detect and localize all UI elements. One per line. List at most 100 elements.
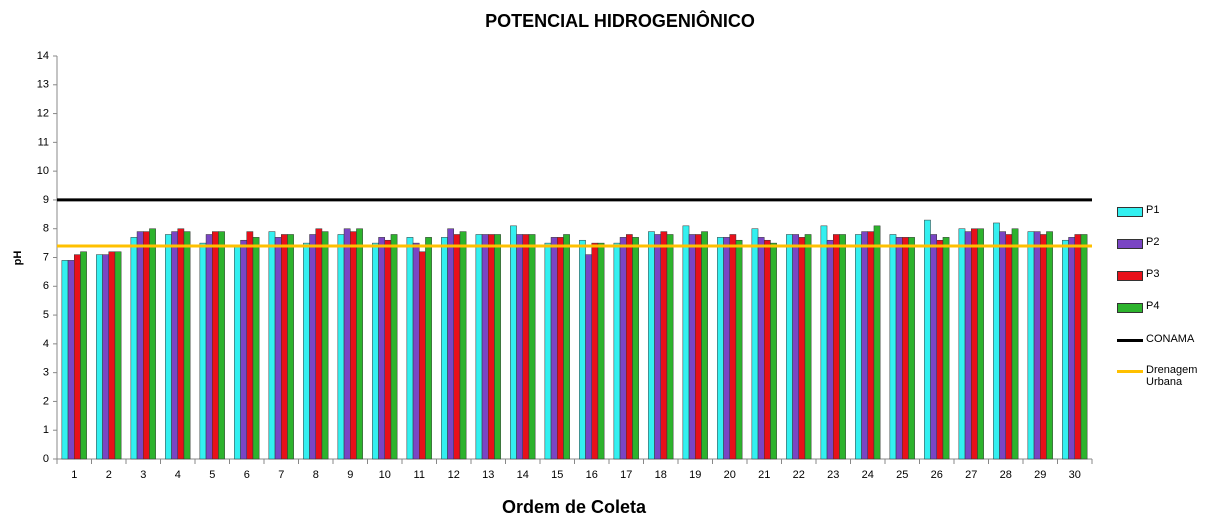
y-tick-label: 2	[43, 395, 49, 407]
bar	[1062, 239, 1069, 460]
chart-title: POTENCIAL HIDROGENIÔNICO	[485, 10, 755, 31]
bar	[971, 228, 978, 460]
bar	[372, 242, 379, 460]
bar	[114, 251, 122, 460]
y-tick-label: 7	[43, 251, 49, 263]
bar	[619, 237, 627, 460]
bar	[798, 237, 806, 460]
legend-swatch	[1117, 303, 1143, 313]
bar	[597, 242, 605, 460]
bar	[510, 225, 517, 460]
legend-item: P2	[1117, 236, 1206, 249]
bar	[412, 242, 420, 460]
bar	[695, 234, 702, 460]
bar	[441, 237, 448, 460]
bar	[528, 234, 536, 460]
legend-swatch	[1117, 339, 1143, 342]
x-tick-label: 6	[244, 469, 250, 481]
bar	[908, 237, 915, 460]
bar	[930, 234, 937, 460]
bar	[557, 237, 564, 460]
bar	[199, 242, 207, 460]
bar	[717, 237, 724, 460]
bar	[648, 231, 655, 460]
bar	[1068, 237, 1076, 460]
bar	[1046, 231, 1053, 460]
bar	[108, 251, 116, 460]
bar	[447, 228, 454, 460]
legend-item: P1	[1117, 204, 1206, 217]
bar	[964, 231, 972, 460]
legend-label: P4	[1146, 300, 1160, 312]
bar	[522, 234, 530, 460]
bar	[337, 234, 345, 460]
bar	[1040, 234, 1047, 460]
bar	[936, 239, 944, 460]
bar	[723, 237, 730, 460]
y-tick-label: 13	[37, 79, 49, 91]
x-tick-label: 28	[1000, 469, 1012, 481]
x-tick-label: 16	[586, 469, 598, 481]
x-tick-label: 29	[1034, 469, 1046, 481]
bar	[977, 228, 984, 460]
y-tick-label: 4	[43, 338, 49, 350]
bar	[833, 234, 840, 460]
bar	[839, 234, 846, 460]
y-tick-label: 1	[43, 424, 49, 436]
bar	[143, 231, 150, 460]
x-tick-label: 7	[278, 469, 284, 481]
bar	[682, 225, 690, 460]
bar	[378, 237, 385, 460]
x-tick-label: 10	[379, 469, 391, 481]
x-tick-label: 12	[448, 469, 460, 481]
x-tick-label: 5	[209, 469, 215, 481]
bar	[993, 222, 1000, 460]
x-axis-label: Ordem de Coleta	[502, 497, 647, 517]
bar	[494, 234, 501, 460]
bar	[632, 237, 639, 460]
y-tick-label: 5	[43, 309, 49, 321]
bar	[735, 239, 743, 460]
bar	[287, 234, 294, 460]
bar	[240, 239, 248, 460]
bar	[613, 242, 621, 460]
bar	[764, 239, 771, 460]
x-tick-label: 23	[827, 469, 839, 481]
legend-label: Drenagem Urbana	[1146, 364, 1198, 388]
x-tick-label: 26	[931, 469, 943, 481]
x-tick-label: 1	[71, 469, 77, 481]
legend-item: P4	[1117, 300, 1206, 313]
y-axis-label: pH	[12, 251, 24, 266]
legend-label: P3	[1146, 268, 1160, 280]
y-tick-label: 11	[38, 136, 49, 148]
x-tick-label: 25	[896, 469, 908, 481]
bar	[281, 234, 288, 460]
x-tick-label: 2	[106, 469, 112, 481]
bar	[654, 234, 661, 460]
bar	[516, 234, 523, 460]
y-tick-label: 6	[43, 280, 49, 292]
bar	[136, 231, 144, 460]
bar	[246, 231, 254, 460]
x-tick-label: 19	[689, 469, 701, 481]
y-tick-label: 3	[43, 367, 49, 379]
x-tick-label: 24	[862, 469, 874, 481]
legend-item: Drenagem Urbana	[1117, 364, 1206, 388]
bar	[453, 234, 461, 460]
bar	[419, 251, 426, 460]
bar	[309, 234, 316, 460]
legend-swatch	[1117, 370, 1143, 373]
bar	[804, 234, 812, 460]
bar	[786, 234, 793, 460]
bar	[855, 234, 862, 460]
bar	[425, 237, 432, 460]
bar	[315, 228, 323, 460]
bar	[274, 237, 282, 460]
legend-swatch	[1117, 239, 1143, 249]
legend-label: CONAMA	[1146, 333, 1195, 345]
bar	[889, 234, 897, 460]
bar	[212, 231, 219, 460]
bar	[74, 254, 81, 460]
